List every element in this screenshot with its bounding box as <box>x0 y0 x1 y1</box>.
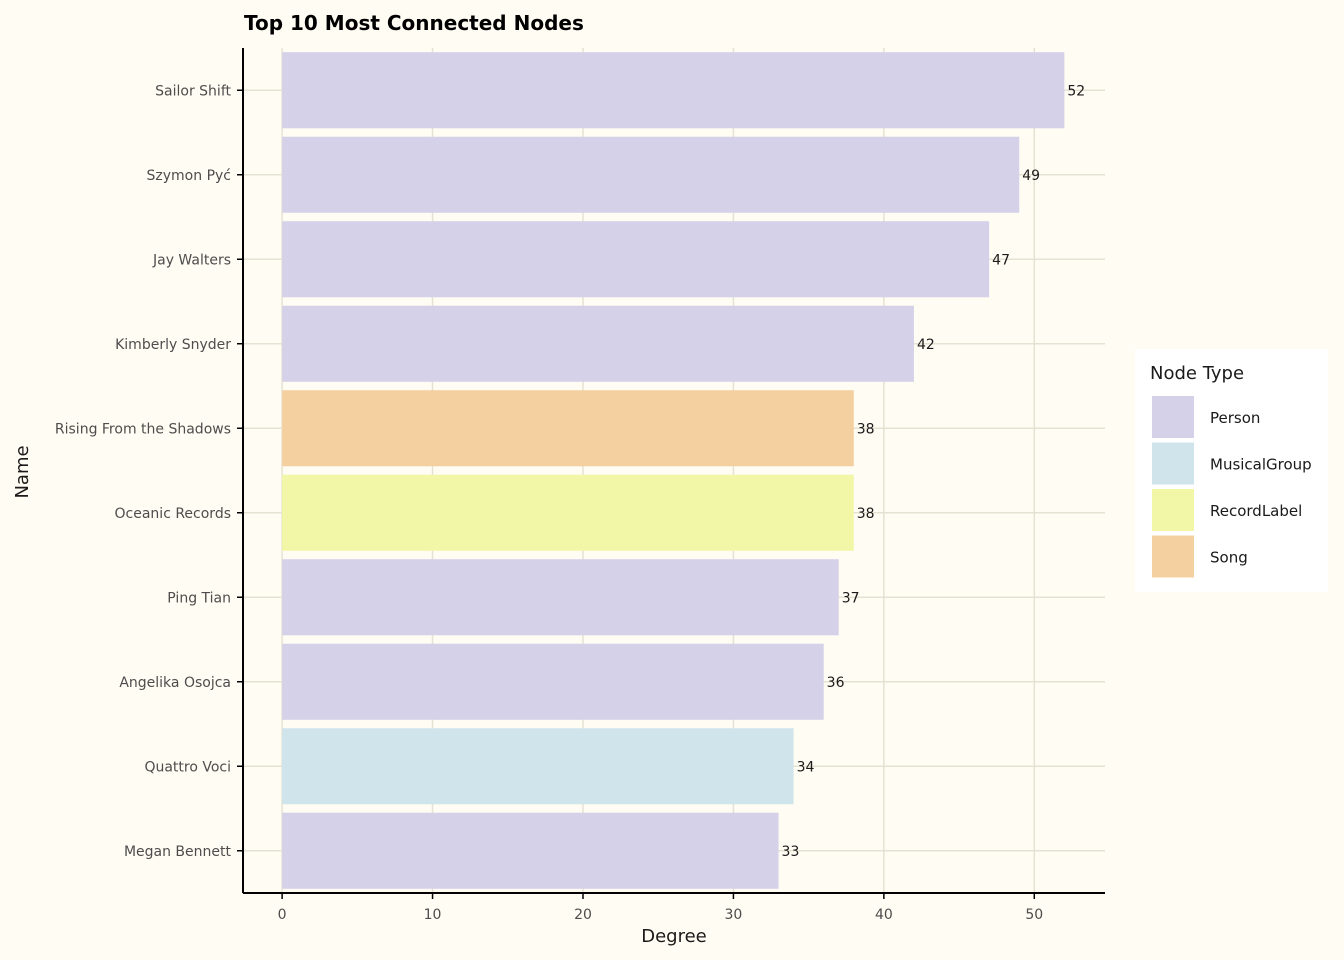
legend-items: Person MusicalGroup RecordLabel Song <box>1152 396 1312 578</box>
legend-swatch-song <box>1152 535 1194 578</box>
bar <box>282 728 794 805</box>
bar <box>282 52 1065 129</box>
bar <box>282 643 824 720</box>
y-tick-label: Kimberly Snyder <box>115 337 231 353</box>
y-tick-label: Oceanic Records <box>115 506 231 522</box>
x-tick-label: 10 <box>424 907 442 923</box>
chart-title: Top 10 Most Connected Nodes <box>244 11 584 35</box>
x-tick-label: 40 <box>875 907 893 923</box>
bar <box>282 390 854 467</box>
legend-label: MusicalGroup <box>1210 456 1312 474</box>
y-tick-label: Angelika Osojca <box>119 675 231 691</box>
bar-value-label: 42 <box>917 337 935 353</box>
bar <box>282 136 1020 213</box>
legend: Node Type Person MusicalGroup RecordLabel S… <box>1135 349 1328 592</box>
bar-value-label: 33 <box>782 844 800 860</box>
bar <box>282 305 914 382</box>
legend-label: Person <box>1210 409 1260 427</box>
y-tick-label: Szymon Pyć <box>147 168 231 184</box>
bar-value-label: 52 <box>1067 83 1085 99</box>
y-tick-label: Rising From the Shadows <box>55 421 231 437</box>
y-tick-label: Megan Bennett <box>124 844 232 860</box>
x-tick-label: 50 <box>1025 907 1043 923</box>
bar-value-label: 49 <box>1022 168 1040 184</box>
x-tick-label: 20 <box>574 907 592 923</box>
bar-value-label: 36 <box>827 675 845 691</box>
bar <box>282 812 779 889</box>
bar-value-label: 47 <box>992 252 1010 268</box>
axes <box>242 48 1105 894</box>
legend-label: RecordLabel <box>1210 502 1302 520</box>
bars <box>282 52 1065 889</box>
legend-title: Node Type <box>1150 363 1244 384</box>
x-tick-label: 0 <box>278 907 287 923</box>
x-tick-labels: 0 10 20 30 40 50 <box>278 893 1043 923</box>
y-tick-label: Ping Tian <box>167 590 231 606</box>
bar-value-label: 38 <box>857 421 875 437</box>
bar-value-label: 38 <box>857 506 875 522</box>
bar <box>282 474 854 551</box>
y-axis-title: Name <box>12 445 33 498</box>
bar <box>282 221 990 298</box>
y-tick-label: Sailor Shift <box>155 83 231 99</box>
legend-swatch-person <box>1152 396 1194 438</box>
x-axis-title: Degree <box>641 926 707 947</box>
y-tick-label: Jay Walters <box>152 252 231 268</box>
bar <box>282 559 839 636</box>
legend-label: Song <box>1210 549 1248 567</box>
y-tick-labels: Sailor Shift Szymon Pyć Jay Walters Kimberl… <box>55 83 243 860</box>
bar-value-label: 34 <box>797 759 815 775</box>
legend-swatch-recordlabel <box>1152 489 1194 531</box>
bar-labels: 52 49 47 42 38 38 37 36 34 33 <box>782 83 1086 860</box>
x-tick-label: 30 <box>725 907 743 923</box>
bar-value-label: 37 <box>842 590 860 606</box>
y-tick-label: Quattro Voci <box>144 759 231 775</box>
legend-swatch-musicalgroup <box>1152 442 1194 485</box>
